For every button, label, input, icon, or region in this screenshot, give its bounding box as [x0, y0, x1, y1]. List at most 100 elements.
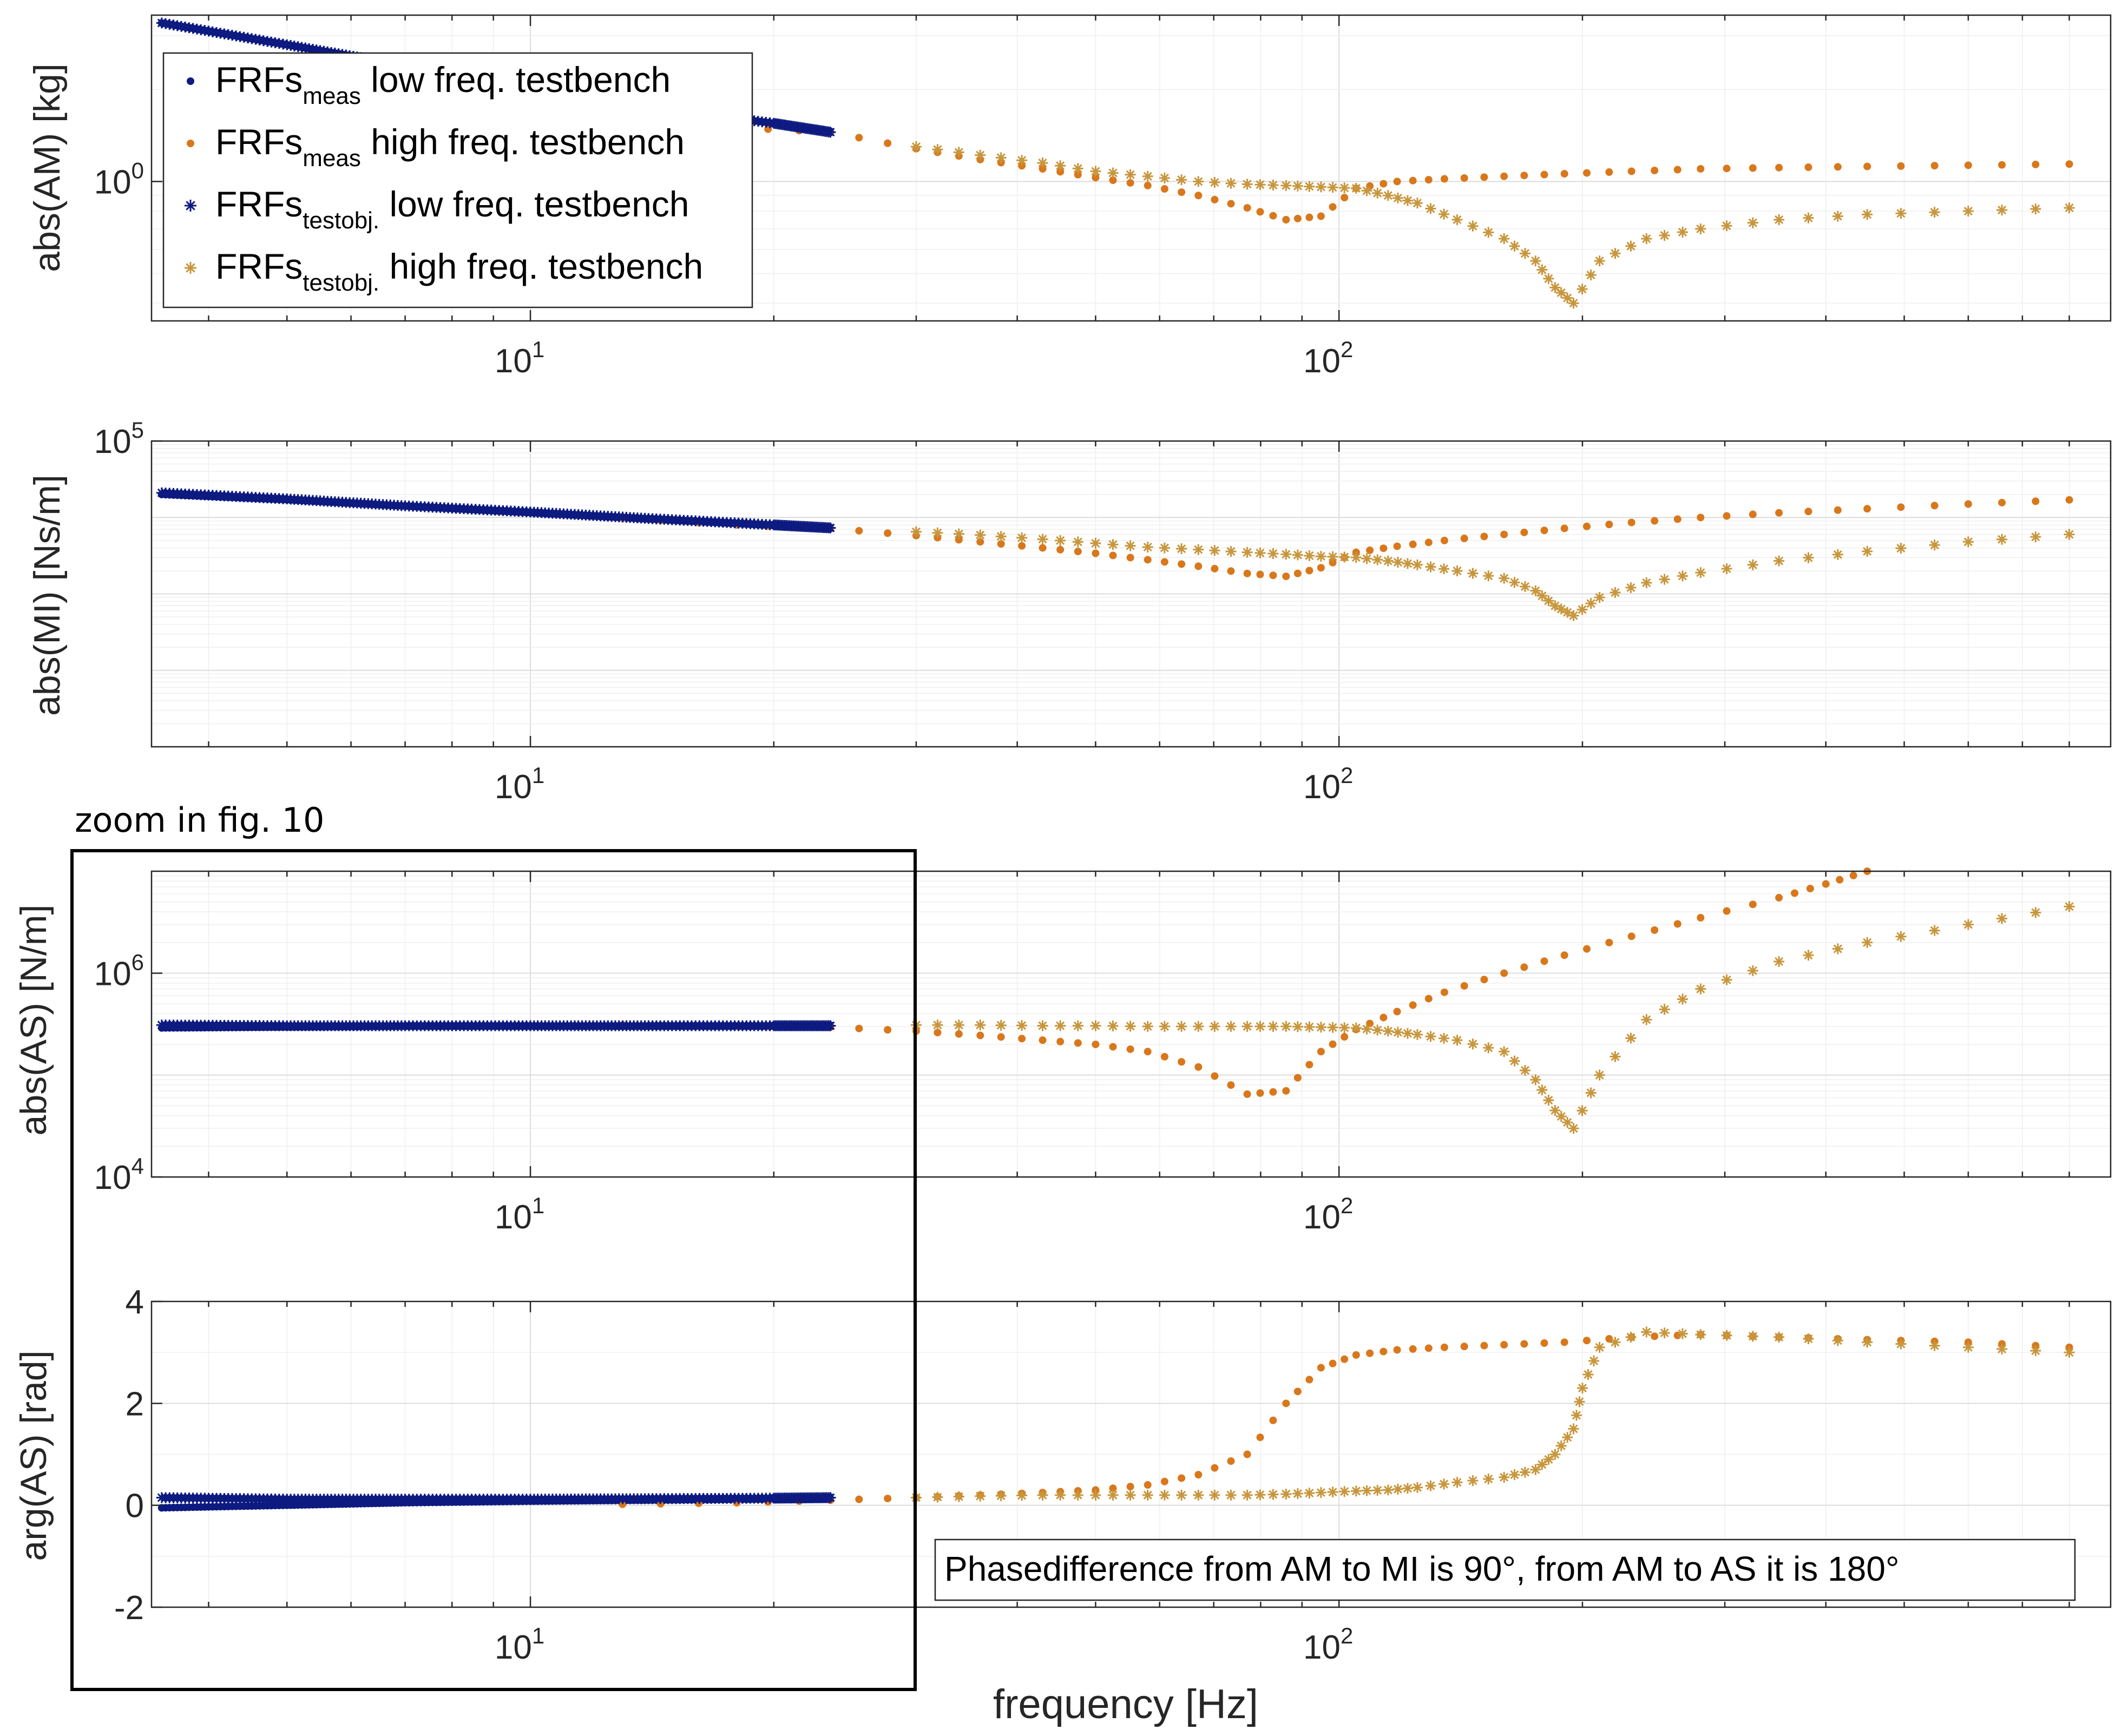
- data-point: [955, 536, 963, 544]
- data-point: [1775, 893, 1783, 902]
- data-point: [1929, 1340, 1940, 1351]
- data-point: [1862, 545, 1873, 557]
- data-point: [932, 1491, 943, 1503]
- data-point: [1834, 163, 1842, 171]
- data-point: [1791, 889, 1799, 897]
- data-point: [1412, 198, 1423, 209]
- data-point: [1315, 1022, 1326, 1033]
- data-point: [995, 1490, 1007, 1502]
- data-point: [1280, 180, 1292, 191]
- data-point: [1282, 1087, 1290, 1095]
- series-1: [619, 115, 2073, 223]
- zoom-label: zoom in fig. 10: [75, 800, 324, 840]
- data-point: [1072, 1489, 1083, 1501]
- data-point: [976, 1031, 984, 1040]
- data-point: [1055, 1020, 1066, 1031]
- data-point: [1543, 595, 1554, 607]
- data-point: [1125, 540, 1136, 551]
- data-point: [1641, 233, 1652, 245]
- data-point: [1176, 543, 1187, 555]
- data-point: [1107, 1489, 1119, 1501]
- data-point: [1282, 572, 1290, 580]
- data-point: [1627, 932, 1635, 941]
- data-point: [1836, 876, 1844, 884]
- x-tick-label: 102: [1303, 1193, 1353, 1236]
- data-point: [1109, 1043, 1117, 1051]
- legend-marker-star: [185, 200, 196, 212]
- data-point: [1509, 1469, 1520, 1481]
- data-point: [1366, 182, 1374, 190]
- yticks-mi: 105: [94, 417, 162, 461]
- data-point: [1409, 1345, 1417, 1353]
- x-tick-label: 102: [1303, 762, 1353, 806]
- data-point: [1109, 176, 1117, 185]
- data-point: [1568, 1123, 1579, 1134]
- data-point: [1339, 1022, 1350, 1034]
- data-point: [1651, 926, 1659, 934]
- data-point: [1292, 549, 1303, 561]
- data-point: [1193, 176, 1204, 187]
- xticks-as-abs: 101 102: [208, 871, 2070, 1236]
- data-point: [1609, 248, 1621, 259]
- data-point: [1211, 195, 1219, 203]
- data-point: [1509, 577, 1520, 588]
- data-point: [1352, 1351, 1360, 1359]
- x-tick-label: 101: [495, 1193, 544, 1236]
- data-point: [1509, 240, 1520, 252]
- data-point: [2030, 203, 2041, 215]
- data-point: [997, 1033, 1005, 1041]
- data-point: [825, 127, 836, 138]
- data-point: [1317, 1048, 1325, 1056]
- data-point: [1723, 907, 1731, 915]
- data-point: [1126, 1483, 1134, 1491]
- data-point: [1209, 1021, 1220, 1032]
- data-point: [1227, 1081, 1235, 1089]
- data-point: [1721, 974, 1732, 985]
- data-point: [1037, 157, 1048, 169]
- data-point: [1549, 282, 1561, 293]
- data-point: [1379, 544, 1388, 553]
- data-point: [1832, 549, 1843, 560]
- data-point: [1641, 1326, 1652, 1338]
- data-point: [1609, 1337, 1621, 1348]
- data-point: [1747, 217, 1758, 228]
- data-point: [1773, 1331, 1785, 1343]
- data-point: [1209, 177, 1220, 188]
- data-point: [1382, 190, 1394, 201]
- xticks-am: 101 102: [208, 15, 2070, 380]
- data-point: [1329, 1040, 1337, 1048]
- data-point: [1460, 982, 1468, 990]
- data-point: [1125, 169, 1136, 180]
- data-point: [1520, 528, 1528, 536]
- data-point: [995, 152, 1007, 163]
- data-point: [1315, 551, 1326, 562]
- data-point: [1317, 212, 1325, 220]
- data-point: [1996, 913, 2008, 924]
- x-tick-label: 102: [1303, 1623, 1353, 1666]
- data-point: [1227, 1457, 1235, 1465]
- data-point: [1339, 551, 1350, 563]
- data-point: [1641, 1014, 1652, 1025]
- data-point: [2030, 1345, 2041, 1357]
- y-tick-label: 105: [94, 417, 144, 461]
- data-point: [1267, 180, 1279, 191]
- data-point: [1659, 1327, 1670, 1339]
- data-point: [1697, 514, 1705, 522]
- data-point: [1697, 913, 1705, 922]
- data-point: [1193, 1021, 1204, 1032]
- data-point: [1092, 549, 1100, 557]
- data-point: [1721, 1330, 1732, 1341]
- data-point: [1451, 1035, 1463, 1046]
- data-point: [1194, 562, 1203, 570]
- data-point: [1577, 1383, 1588, 1394]
- data-point: [1627, 167, 1635, 175]
- data-point: [1438, 208, 1450, 220]
- data-point: [1144, 556, 1152, 564]
- yticks-as-abs: 104 106: [94, 949, 162, 1196]
- data-point: [1366, 1349, 1374, 1357]
- data-point: [1372, 1485, 1383, 1496]
- data-point: [1438, 1478, 1450, 1490]
- data-point: [1304, 181, 1315, 192]
- data-point: [1560, 170, 1568, 178]
- data-point: [1254, 1489, 1266, 1501]
